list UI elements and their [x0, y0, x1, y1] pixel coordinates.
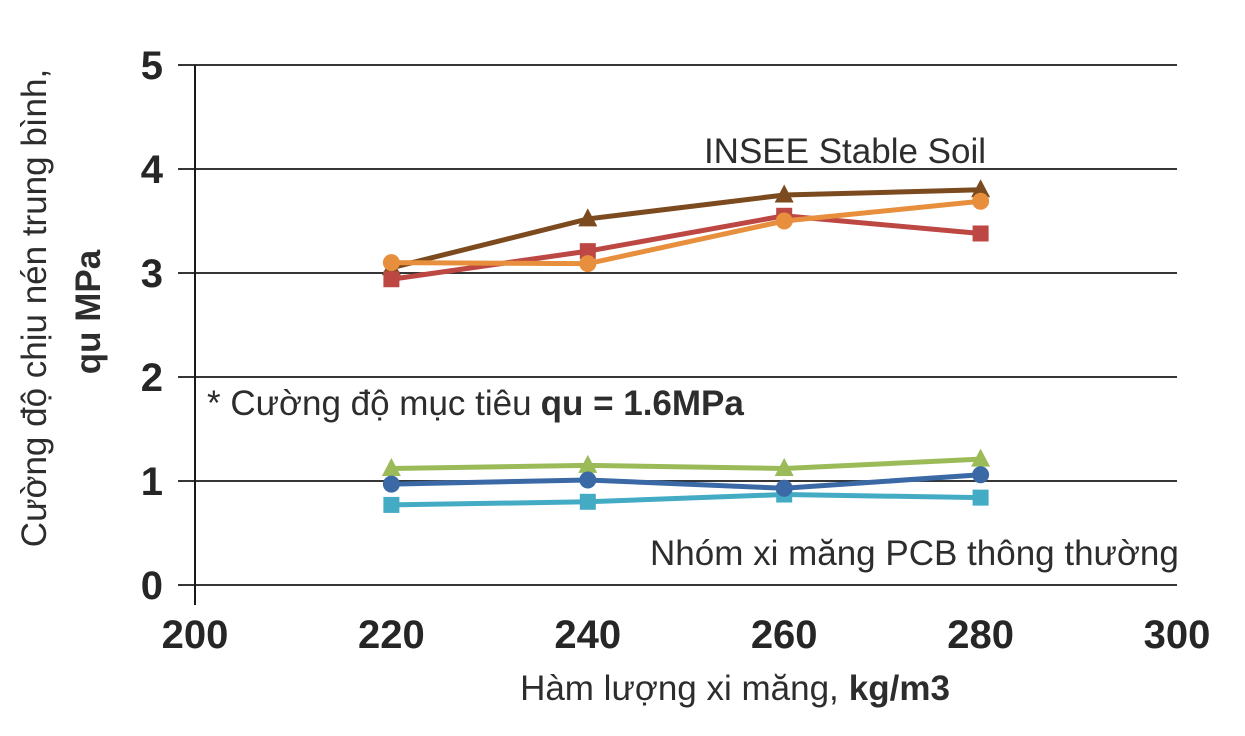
series-line-insee-orange-circle [391, 198, 981, 267]
triangle-marker-insee-brown-triangle-x240 [578, 208, 598, 227]
circle-marker-insee-orange-circle-x220 [382, 254, 400, 272]
x-tick-label-300: 300 [1144, 613, 1211, 657]
triangle-marker-insee-brown-triangle-x260 [774, 184, 794, 203]
square-marker-insee-red-square-x280 [972, 225, 989, 242]
y-tick-label-3: 3 [141, 252, 163, 296]
circle-marker-insee-orange-circle-x240 [579, 255, 597, 273]
triangle-marker-pcb-green-triangle-x220 [381, 458, 401, 477]
x-tick-label-220: 220 [358, 613, 425, 657]
triangle-marker-insee-brown-triangle-x280 [971, 179, 991, 198]
annotation-target-value: qu = 1.6MPa [541, 384, 745, 423]
square-marker-insee-red-square-x240 [579, 243, 596, 260]
triangle-marker-pcb-green-triangle-x280 [971, 448, 991, 467]
circle-marker-pcb-blue-circle-x240 [579, 471, 597, 489]
circle-marker-pcb-blue-circle-x280 [972, 466, 990, 484]
square-marker-pcb-teal-square-x220 [383, 496, 400, 513]
y-tick-label-4: 4 [141, 148, 164, 192]
series-line-pcb-green-triangle [391, 456, 981, 472]
plot-area: 0 1 2 3 4 5 200 220 240 260 280 300 [141, 44, 1211, 657]
annotation-target-strength: * Cường độ mục tiêu qu = 1.6MPa [207, 384, 744, 423]
y-tick-label-5: 5 [141, 44, 163, 88]
circle-marker-pcb-blue-circle-x260 [775, 479, 793, 497]
x-tick-label-200: 200 [162, 613, 229, 657]
series-line-pcb-teal-square [391, 492, 981, 508]
series-line-insee-brown-triangle [390, 187, 981, 271]
y-axis-title-line2: qu MPa [69, 249, 108, 374]
y-tick-label-1: 1 [141, 460, 163, 504]
y-tick-label-0: 0 [141, 564, 163, 608]
annotation-insee-stable-soil: INSEE Stable Soil [704, 132, 986, 171]
triangle-marker-pcb-green-triangle-x240 [578, 454, 598, 473]
annotation-pcb-group: Nhóm xi măng PCB thông thường [650, 534, 1179, 573]
series-line-pcb-blue-circle [391, 472, 981, 491]
triangle-marker-pcb-green-triangle-x260 [774, 458, 794, 477]
square-marker-pcb-teal-square-x240 [579, 493, 596, 510]
x-axis-title: Hàm lượng xi măng, kg/m3 [520, 669, 950, 708]
circle-marker-insee-orange-circle-x280 [972, 192, 990, 210]
square-marker-pcb-teal-square-x280 [972, 489, 989, 506]
circle-marker-pcb-blue-circle-x220 [382, 475, 400, 493]
square-marker-insee-red-square-x220 [383, 271, 400, 288]
x-axis-title-units: kg/m3 [849, 669, 950, 708]
x-tick-label-280: 280 [947, 613, 1014, 657]
x-axis-title-text: Hàm lượng xi măng, [520, 669, 839, 708]
x-tick-label-240: 240 [554, 613, 621, 657]
annotation-target-prefix: * Cường độ mục tiêu [207, 384, 532, 423]
x-tick-label-260: 260 [751, 613, 818, 657]
y-tick-label-2: 2 [141, 356, 163, 400]
y-axis-title-line1: Cường độ chịu nén trung bình, [15, 69, 54, 547]
circle-marker-insee-orange-circle-x260 [775, 212, 793, 230]
